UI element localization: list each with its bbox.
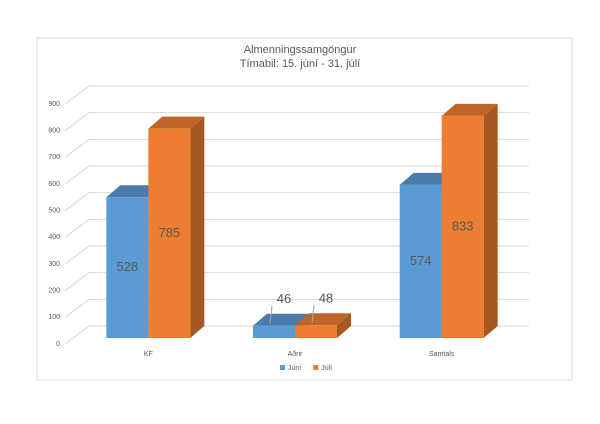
bar-top — [253, 313, 309, 326]
value-label: 48 — [319, 291, 333, 306]
bar-top — [295, 313, 351, 326]
chart-title: Almenningssamgöngur — [244, 44, 357, 56]
bar — [441, 115, 484, 338]
grid-line — [64, 298, 529, 318]
grid-line — [64, 272, 529, 292]
y-tick-label: 0 — [56, 341, 60, 348]
x-tick-label: Samtals — [429, 351, 455, 358]
y-tick-label: 100 — [48, 314, 60, 321]
y-tick-label: 700 — [48, 154, 60, 161]
grid-line — [64, 85, 529, 105]
bar-side — [483, 103, 498, 338]
bar — [399, 184, 442, 338]
legend-swatch — [280, 365, 285, 370]
y-tick-label: 900 — [48, 101, 60, 108]
grid-line — [64, 112, 529, 132]
leader-line — [311, 305, 315, 324]
y-tick-label: 300 — [48, 261, 60, 268]
y-tick-label: 600 — [48, 181, 60, 188]
x-tick-label: KF — [144, 351, 153, 358]
y-tick-label: 800 — [48, 128, 60, 135]
bar-side — [190, 116, 205, 339]
grid-line — [64, 165, 529, 185]
legend-label: Júní — [288, 365, 301, 372]
y-tick-label: 500 — [48, 208, 60, 215]
grid-line — [64, 325, 529, 345]
bar — [106, 197, 149, 338]
value-label: 574 — [410, 253, 432, 268]
bar-top — [148, 116, 205, 129]
legend-label: Júlí — [321, 365, 332, 372]
bar-top — [441, 103, 498, 116]
bar-side — [337, 313, 351, 338]
grid-line — [64, 245, 529, 265]
x-tick-label: Aðrir — [288, 350, 303, 358]
value-label: 46 — [277, 291, 291, 306]
bar — [295, 325, 337, 338]
y-tick-label: 200 — [48, 288, 60, 295]
value-label: 833 — [452, 218, 474, 233]
value-label: 785 — [158, 225, 180, 240]
value-label: 528 — [116, 259, 138, 274]
leader-line — [269, 305, 273, 324]
grid-line — [64, 192, 529, 212]
chart-subtitle: Tímabil: 15. júní - 31. júlí — [240, 58, 360, 70]
grid-line — [64, 138, 529, 158]
legend-swatch — [313, 365, 319, 370]
y-tick-label: 400 — [48, 234, 60, 241]
bar — [253, 325, 295, 338]
grid-line — [64, 218, 529, 238]
bar — [148, 128, 191, 338]
